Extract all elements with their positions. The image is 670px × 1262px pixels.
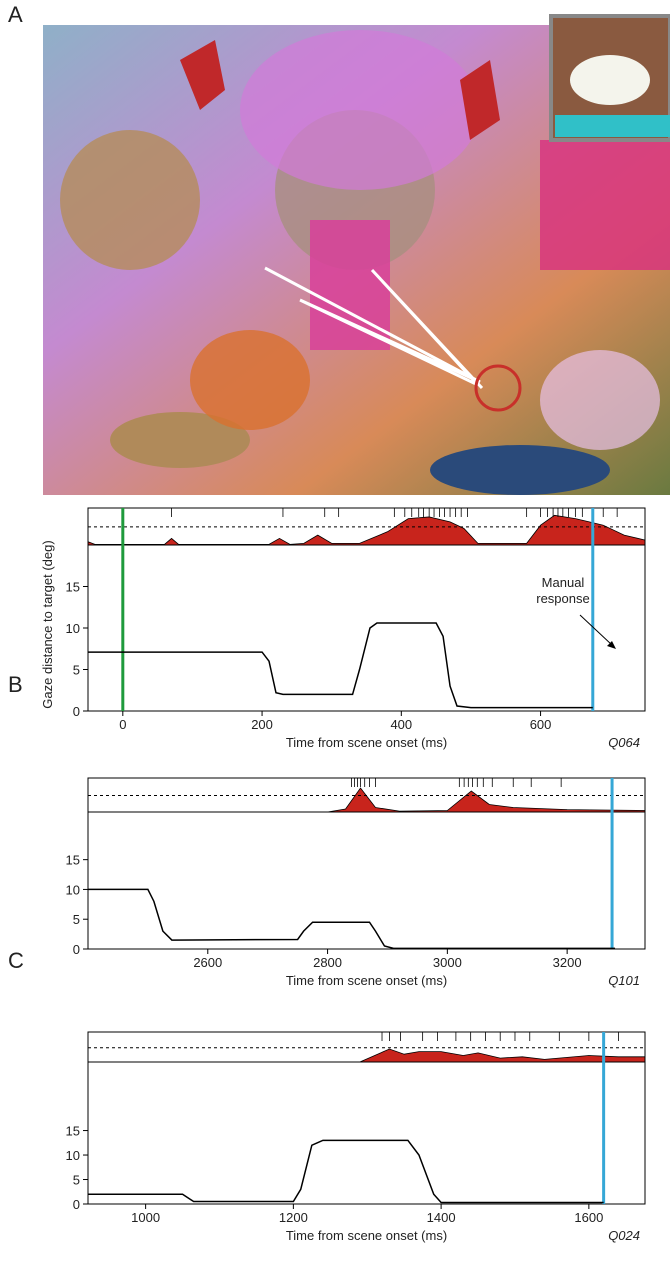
x-tick-label: 3000 [433,955,462,970]
x-tick-label: 1600 [574,1210,603,1225]
panel-label: C [8,948,24,973]
x-tick-label: 600 [530,717,552,732]
x-tick-label: 1200 [279,1210,308,1225]
x-tick-label: 400 [390,717,412,732]
gaze-line [88,1139,604,1204]
annotation: response [536,591,589,606]
x-tick-label: 2600 [193,955,222,970]
x-tick-label: 200 [251,717,273,732]
density-area [327,787,646,813]
panel-label: B [8,672,23,697]
y-tick-label: 10 [66,621,80,636]
y-tick-label: 0 [73,1197,80,1212]
x-tick-label: 0 [119,717,126,732]
gaze-line [88,622,593,709]
x-tick-label: 1400 [427,1210,456,1225]
y-tick-label: 5 [73,663,80,678]
y-tick-label: 10 [66,1148,80,1163]
y-tick-label: 15 [66,580,80,595]
x-axis-label: Time from scene onset (ms) [286,973,447,988]
annotation: Manual [542,575,585,590]
y-axis-label: Gaze distance to target (deg) [40,540,55,708]
panel-code: Q101 [608,973,640,988]
y-tick-label: 10 [66,882,80,897]
arrow-head [607,641,616,649]
x-tick-label: 2800 [313,955,342,970]
density-area [359,1048,646,1063]
strip-frame [87,1031,646,1063]
x-axis-label: Time from scene onset (ms) [286,1228,447,1243]
y-tick-label: 15 [66,853,80,868]
y-tick-label: 0 [73,942,80,957]
plot-frame [87,1061,646,1205]
y-tick-label: 15 [66,1124,80,1139]
plot-frame [87,544,646,712]
y-tick-label: 0 [73,704,80,719]
panel-code: Q024 [608,1228,640,1243]
x-axis-label: Time from scene onset (ms) [286,735,447,750]
y-tick-label: 5 [73,912,80,927]
density-area [87,514,646,546]
photo [43,14,670,495]
annotation-arrow [579,614,613,646]
panel-code: Q064 [608,735,640,750]
y-tick-label: 5 [73,1173,80,1188]
x-tick-label: 1000 [131,1210,160,1225]
x-tick-label: 3200 [553,955,582,970]
plot-frame [87,811,646,950]
panel-label: A [8,2,23,27]
gaze-line [88,888,616,950]
